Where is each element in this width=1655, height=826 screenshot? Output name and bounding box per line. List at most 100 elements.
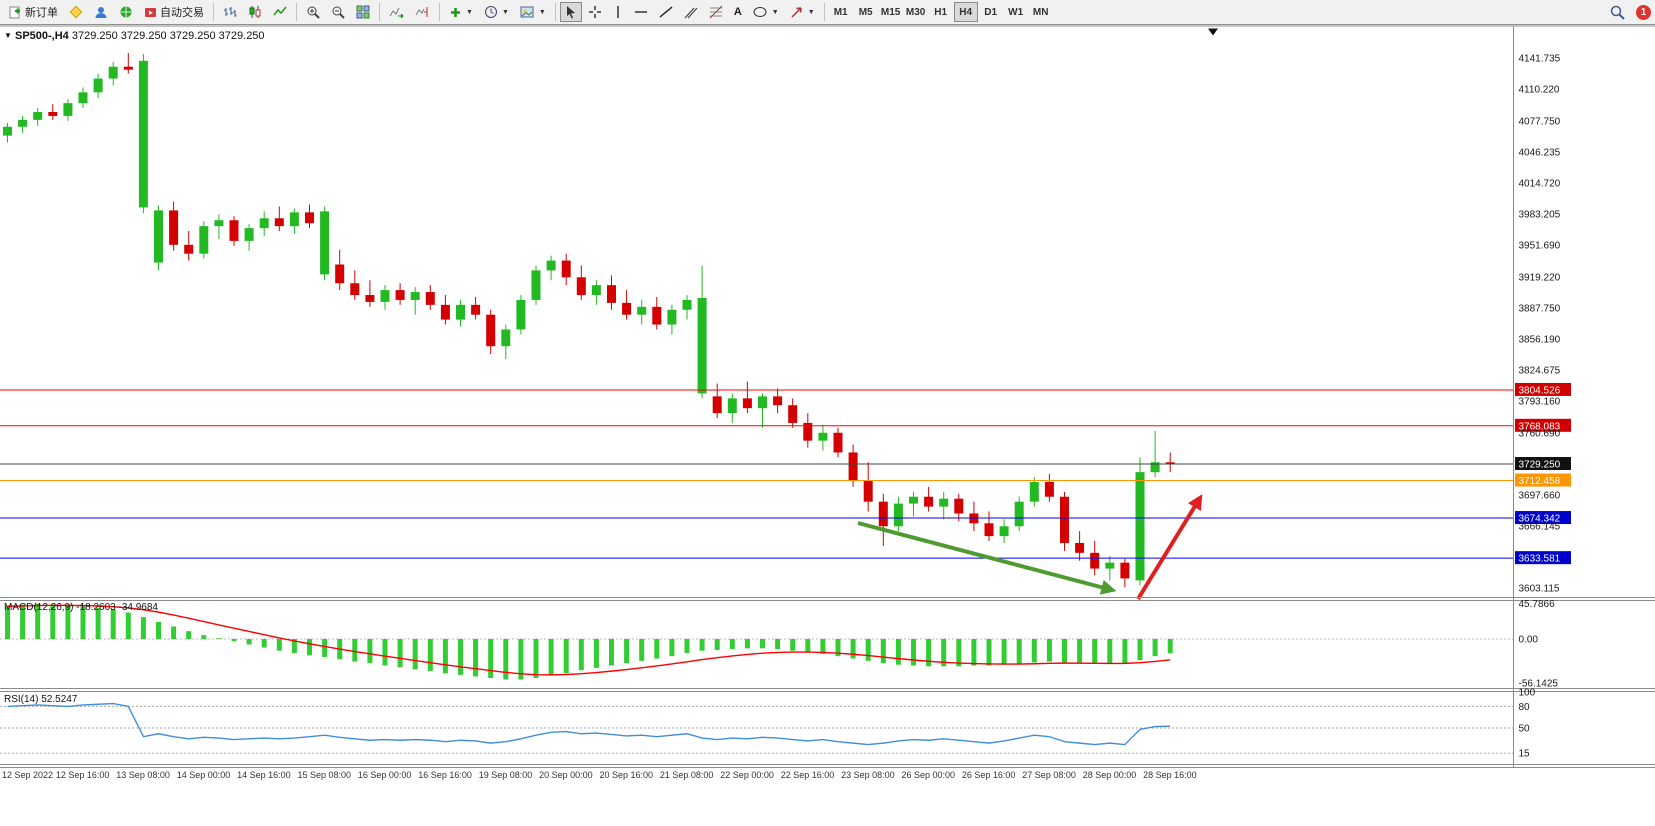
candle-body xyxy=(289,212,299,227)
timeframe-m5-button[interactable]: M5 xyxy=(854,2,878,22)
new-chart-dropdown[interactable]: ▼ xyxy=(444,2,478,22)
cursor-tool-button[interactable] xyxy=(559,2,582,22)
macd-histogram-bar xyxy=(744,639,750,649)
zoom-in-button[interactable] xyxy=(301,2,325,22)
candlestick-chart-button[interactable] xyxy=(243,2,267,22)
tile-windows-button[interactable] xyxy=(351,2,375,22)
price-badge-label: 3712.458 xyxy=(1519,476,1561,487)
rsi-axis-label: 100 xyxy=(1519,688,1536,699)
zoom-out-button[interactable] xyxy=(326,2,350,22)
candle-body xyxy=(305,212,314,224)
price-axis-label: 3697.660 xyxy=(1519,491,1561,502)
trend-arrow[interactable] xyxy=(1136,494,1203,601)
candle-body xyxy=(788,405,798,423)
candle-body xyxy=(93,78,103,93)
time-axis-label: 22 Sep 16:00 xyxy=(781,770,835,780)
auto-scroll-button[interactable] xyxy=(384,2,409,22)
globe-icon xyxy=(119,5,133,19)
fibonacci-icon xyxy=(709,5,723,19)
macd-histogram-bar xyxy=(775,639,781,650)
horizontal-line-tool-button[interactable] xyxy=(629,2,653,22)
macd-histogram-bar xyxy=(971,639,977,666)
macd-histogram-bar xyxy=(1001,639,1007,665)
channel-tool-button[interactable] xyxy=(679,2,703,22)
time-axis-label: 16 Sep 16:00 xyxy=(418,770,472,780)
rsi-axis-label: 50 xyxy=(1519,724,1531,735)
auto-scroll-icon xyxy=(389,5,404,19)
candle-body xyxy=(380,290,390,302)
candle-body xyxy=(169,210,179,245)
trend-arrow[interactable] xyxy=(857,521,1117,595)
crosshair-tool-button[interactable] xyxy=(583,2,607,22)
price-axis-label: 3856.190 xyxy=(1519,335,1561,346)
price-axis[interactable] xyxy=(1514,26,1655,767)
notification-badge[interactable]: 1 xyxy=(1636,4,1651,20)
macd-histogram-bar xyxy=(65,605,71,639)
line-chart-icon xyxy=(273,5,287,19)
time-axis-label: 20 Sep 00:00 xyxy=(539,770,593,780)
macd-histogram-bar xyxy=(790,639,796,651)
autotrade-button[interactable]: 自动交易 xyxy=(139,2,209,22)
new-order-button[interactable]: 新订单 xyxy=(4,2,63,22)
timeframe-h1-button[interactable]: H1 xyxy=(929,2,953,22)
macd-histogram-bar xyxy=(412,639,418,670)
vertical-line-tool-button[interactable] xyxy=(608,2,628,22)
price-axis-label: 3983.205 xyxy=(1519,210,1561,221)
macd-histogram-bar xyxy=(1167,639,1173,654)
bar-chart-button[interactable] xyxy=(218,2,242,22)
timeframe-m30-button[interactable]: M30 xyxy=(904,2,928,22)
text-tool-button[interactable]: A xyxy=(729,2,747,22)
candle-body xyxy=(652,306,662,325)
toolbar-separator xyxy=(554,3,556,21)
arrows-dropdown[interactable]: ▼ xyxy=(785,2,820,22)
candle-body xyxy=(863,480,873,502)
macd-histogram-bar xyxy=(548,639,554,676)
shapes-icon xyxy=(753,6,768,18)
bar-chart-icon xyxy=(223,5,237,19)
candle-body xyxy=(63,103,73,116)
new-order-label: 新订单 xyxy=(25,7,58,19)
chart-plot-area[interactable] xyxy=(0,26,1513,597)
timeframe-m1-button[interactable]: M1 xyxy=(829,2,853,22)
timeframe-d1-button[interactable]: D1 xyxy=(979,2,1003,22)
macd-histogram-bar xyxy=(941,639,947,667)
candle-body xyxy=(803,422,813,441)
timeframe-h4-button[interactable]: H4 xyxy=(953,2,978,22)
timeframe-w1-button[interactable]: W1 xyxy=(1004,2,1028,22)
macd-histogram-bar xyxy=(684,639,690,654)
connection-button[interactable] xyxy=(114,2,138,22)
candle-body xyxy=(471,304,481,315)
search-button[interactable] xyxy=(1605,2,1630,22)
candle-body xyxy=(184,244,194,254)
candle-body xyxy=(1029,481,1039,502)
trendline-tool-button[interactable] xyxy=(654,2,678,22)
template-dropdown[interactable]: ▼ xyxy=(515,2,551,22)
timeframe-mn-button[interactable]: MN xyxy=(1029,2,1053,22)
period-dropdown[interactable]: ▼ xyxy=(479,2,514,22)
fibonacci-tool-button[interactable] xyxy=(704,2,728,22)
macd-histogram-bar xyxy=(986,639,992,666)
price-axis-label: 3793.160 xyxy=(1519,397,1561,408)
arrow-tool-icon xyxy=(790,5,804,19)
timeframe-m15-button[interactable]: M15 xyxy=(879,2,903,22)
candle-body xyxy=(229,220,239,241)
vertical-line-icon xyxy=(613,5,623,19)
macd-panel[interactable] xyxy=(0,601,1513,688)
scroll-to-end-icon[interactable] xyxy=(1208,28,1218,36)
shapes-dropdown[interactable]: ▼ xyxy=(748,2,784,22)
macd-histogram-bar xyxy=(760,639,765,649)
candle-body xyxy=(1165,462,1175,465)
price-axis-label: 3951.690 xyxy=(1519,241,1561,252)
macd-histogram-bar xyxy=(1016,639,1022,664)
candle-body xyxy=(1075,542,1085,553)
time-axis[interactable] xyxy=(0,768,1513,784)
line-chart-button[interactable] xyxy=(268,2,292,22)
price-badge xyxy=(1515,511,1571,525)
community-button[interactable] xyxy=(89,2,113,22)
candle-body xyxy=(637,306,647,315)
price-badge xyxy=(1515,473,1571,487)
charts-button[interactable] xyxy=(64,2,88,22)
zoom-in-icon xyxy=(306,5,320,19)
chart-shift-button[interactable] xyxy=(410,2,435,22)
